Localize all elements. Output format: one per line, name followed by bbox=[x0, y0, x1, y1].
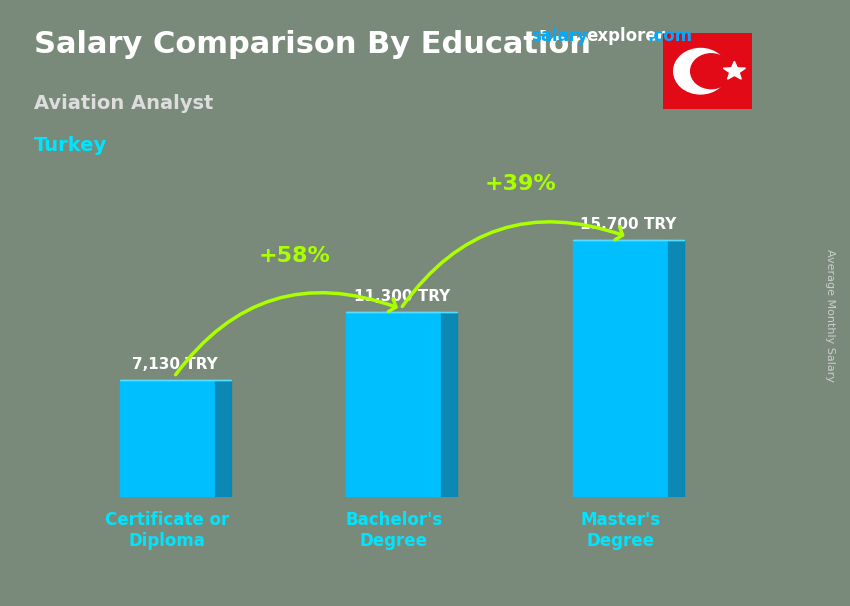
Bar bbox=[573, 240, 668, 497]
Text: 7,130 TRY: 7,130 TRY bbox=[133, 357, 218, 372]
Circle shape bbox=[674, 48, 728, 94]
Text: 15,700 TRY: 15,700 TRY bbox=[581, 217, 677, 232]
Circle shape bbox=[691, 54, 732, 88]
Text: +58%: +58% bbox=[258, 247, 330, 267]
Text: salary: salary bbox=[531, 27, 588, 45]
Polygon shape bbox=[215, 380, 230, 497]
Polygon shape bbox=[441, 312, 457, 497]
Bar bbox=[346, 312, 441, 497]
Text: Aviation Analyst: Aviation Analyst bbox=[34, 94, 213, 113]
Polygon shape bbox=[723, 61, 745, 79]
Polygon shape bbox=[668, 240, 684, 497]
Text: 11,300 TRY: 11,300 TRY bbox=[354, 289, 450, 304]
Text: Average Monthly Salary: Average Monthly Salary bbox=[824, 248, 835, 382]
Bar bbox=[120, 380, 215, 497]
Text: +39%: +39% bbox=[484, 175, 557, 195]
Text: .com: .com bbox=[648, 27, 693, 45]
Text: Turkey: Turkey bbox=[34, 136, 107, 155]
Text: Salary Comparison By Education: Salary Comparison By Education bbox=[34, 30, 591, 59]
Text: explorer: explorer bbox=[586, 27, 666, 45]
